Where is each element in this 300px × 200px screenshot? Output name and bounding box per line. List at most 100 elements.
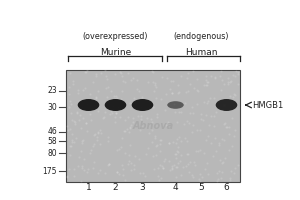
- Point: [70, 64, 75, 67]
- Point: [152, 108, 157, 111]
- Point: [112, 76, 117, 79]
- Point: [101, 81, 106, 85]
- Point: [220, 88, 224, 91]
- Point: [121, 67, 126, 71]
- Point: [67, 111, 72, 114]
- Point: [126, 44, 131, 47]
- Point: [149, 56, 154, 59]
- Point: [76, 106, 81, 109]
- Point: [168, 29, 172, 32]
- Point: [94, 123, 99, 126]
- Point: [212, 100, 216, 103]
- Point: [80, 31, 85, 34]
- Point: [79, 56, 84, 59]
- Point: [174, 76, 179, 80]
- Point: [167, 37, 171, 41]
- Point: [221, 93, 226, 96]
- Point: [84, 75, 88, 78]
- Point: [230, 52, 234, 56]
- Point: [65, 23, 70, 26]
- Point: [129, 118, 134, 121]
- Point: [158, 100, 163, 103]
- Point: [128, 95, 132, 98]
- Point: [179, 122, 184, 126]
- Point: [66, 91, 71, 94]
- Point: [173, 45, 178, 48]
- Point: [156, 22, 161, 25]
- Point: [186, 108, 191, 111]
- Point: [223, 40, 228, 43]
- Point: [107, 35, 112, 38]
- Point: [202, 45, 207, 48]
- Point: [102, 128, 107, 132]
- Point: [116, 49, 121, 52]
- Point: [105, 101, 110, 104]
- Point: [111, 89, 116, 92]
- Text: 58: 58: [47, 136, 57, 146]
- Point: [209, 82, 214, 86]
- Point: [226, 114, 230, 117]
- Point: [178, 24, 183, 27]
- Point: [199, 85, 203, 88]
- Point: [107, 98, 112, 101]
- Point: [122, 79, 127, 82]
- Point: [222, 75, 226, 78]
- Point: [181, 31, 185, 35]
- Point: [119, 100, 124, 103]
- Point: [198, 18, 203, 21]
- Point: [182, 61, 187, 64]
- Point: [231, 123, 236, 126]
- Point: [174, 21, 178, 25]
- Point: [231, 63, 236, 66]
- Point: [159, 21, 164, 24]
- Point: [192, 111, 197, 114]
- Point: [111, 93, 116, 96]
- Point: [193, 34, 197, 37]
- Point: [126, 37, 131, 40]
- Point: [219, 118, 224, 121]
- Point: [158, 48, 163, 51]
- Text: 6: 6: [224, 184, 230, 192]
- Point: [188, 114, 192, 117]
- Point: [118, 51, 123, 54]
- Point: [190, 86, 195, 89]
- Point: [83, 126, 88, 129]
- Point: [112, 103, 117, 106]
- Point: [187, 76, 191, 79]
- Point: [194, 47, 198, 51]
- Text: HMGB1: HMGB1: [252, 100, 283, 110]
- Point: [88, 105, 93, 108]
- Point: [76, 41, 81, 45]
- Point: [174, 59, 179, 63]
- Text: 80: 80: [47, 148, 57, 158]
- Point: [93, 102, 98, 105]
- Point: [174, 40, 178, 43]
- Point: [178, 43, 183, 46]
- Point: [233, 68, 238, 71]
- Point: [232, 26, 236, 29]
- Point: [70, 58, 74, 62]
- Point: [126, 82, 130, 85]
- Point: [145, 80, 149, 84]
- Point: [119, 33, 124, 36]
- Point: [227, 117, 232, 120]
- Point: [65, 68, 70, 71]
- Point: [84, 67, 89, 71]
- Point: [156, 31, 161, 34]
- Point: [139, 92, 144, 95]
- Point: [66, 30, 71, 33]
- Point: [211, 42, 215, 45]
- Point: [159, 121, 164, 125]
- Point: [224, 72, 229, 75]
- Point: [205, 117, 209, 120]
- Point: [182, 74, 186, 77]
- Point: [126, 125, 131, 128]
- Point: [168, 118, 173, 121]
- Point: [185, 57, 190, 60]
- Point: [214, 87, 219, 90]
- Point: [76, 78, 81, 82]
- Point: [186, 34, 190, 38]
- Point: [118, 127, 123, 130]
- Point: [159, 59, 164, 62]
- Point: [69, 53, 74, 56]
